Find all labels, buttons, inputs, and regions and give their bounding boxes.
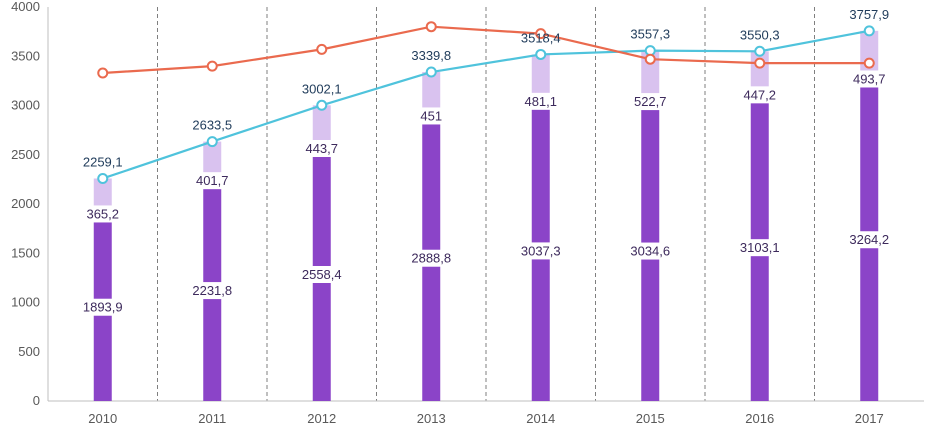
bar-label-base: 3103,1: [740, 240, 780, 255]
bar-label-base: 2558,4: [302, 267, 342, 282]
line-label-total: 3557,3: [630, 27, 670, 42]
bar-label-base: 1893,9: [83, 300, 123, 315]
bar-segment-top: [312, 105, 331, 149]
line-point: [535, 28, 547, 40]
bar-label-base: 3034,6: [630, 244, 670, 259]
bar-label-bg: [845, 231, 894, 249]
line-point: [863, 57, 875, 69]
bar-label-bg: [407, 249, 456, 267]
bar-label-base: 3264,2: [849, 232, 889, 247]
y-tick-label: 500: [18, 344, 40, 359]
y-tick-label: 2500: [11, 147, 40, 162]
bar-label-bg: [297, 265, 346, 283]
line-point: [644, 53, 656, 65]
line-point: [425, 21, 437, 33]
y-tick-label: 4000: [11, 0, 40, 14]
x-tick-label: 2010: [88, 411, 117, 426]
bar-label-bg: [520, 92, 561, 110]
bar-label-top: 451: [420, 108, 442, 123]
line-point: [206, 60, 218, 72]
x-tick-label: 2017: [855, 411, 884, 426]
bar-label-bg: [626, 242, 675, 260]
y-tick-label: 1000: [11, 295, 40, 310]
bar-label-bg: [192, 172, 233, 190]
bar-label-bg: [849, 70, 890, 88]
bar-label-top: 401,7: [196, 173, 229, 188]
line-label-total: 2259,1: [83, 154, 123, 169]
bar-label-top: 522,7: [634, 94, 667, 109]
lines: [97, 21, 875, 184]
line-point: [754, 57, 766, 69]
bar-label-top: 443,7: [305, 141, 338, 156]
x-tick-label: 2015: [636, 411, 665, 426]
y-tick-label: 2000: [11, 196, 40, 211]
bar-label-top: 493,7: [853, 71, 886, 86]
bar-label-bg: [82, 205, 123, 223]
category-separators: [157, 7, 815, 401]
axes: [47, 7, 924, 402]
bar-label-bg: [739, 86, 780, 104]
bar-label-top: 447,2: [743, 87, 776, 102]
y-tick-label: 3000: [11, 98, 40, 113]
line-point: [316, 99, 328, 111]
line-label-total: 3757,9: [849, 7, 889, 22]
x-tick-label: 2012: [307, 411, 336, 426]
bar-label-base: 2231,8: [192, 283, 232, 298]
line-labels: 2259,1 2633,5 3002,1 3339,8 3518,4 3557,3 3550…: [83, 7, 889, 170]
bar-label-base: 3037,3: [521, 243, 561, 258]
line-label-total: 3339,8: [411, 48, 451, 63]
bar-segment-top: [203, 141, 222, 182]
bar-segment-top: [860, 30, 879, 80]
y-tick-label: 3500: [11, 48, 40, 63]
bar-segment-top: [641, 50, 660, 103]
bar-segment-top: [422, 72, 441, 117]
line-point: [754, 45, 766, 57]
x-tick-label: 2016: [745, 411, 774, 426]
bar-label-bg: [188, 282, 237, 300]
bar-label-bg: [411, 107, 452, 125]
bar-label-bg: [735, 239, 784, 257]
line-series-red-series: [102, 25, 870, 75]
bar-label-bg: [78, 298, 127, 316]
line-label-total: 3002,1: [302, 81, 342, 96]
line-label-total: 3550,3: [740, 27, 780, 42]
bar-label-top: 365,2: [86, 206, 119, 221]
y-axis-ticks: 0 500 1000 1500 2000 2500 3000 3500 4000: [11, 0, 40, 408]
bar-labels: 1893,9 365,2 2231,8 401,7 2558,4 443,7 2888,8 4…: [78, 70, 894, 316]
y-tick-label: 0: [33, 393, 40, 408]
line-label-total: 3518,4: [521, 30, 561, 45]
x-axis-ticks: 2010 2011 2012 2013 2014 2015 2016 2017: [88, 411, 883, 426]
x-tick-label: 2014: [526, 411, 555, 426]
x-tick-label: 2013: [417, 411, 446, 426]
bar-label-base: 2888,8: [411, 251, 451, 266]
line-point: [425, 66, 437, 78]
bar-label-bg: [630, 93, 671, 111]
line-point: [97, 172, 109, 184]
line-series-total: [102, 29, 870, 180]
bar-label-bg: [516, 242, 565, 260]
x-tick-label: 2011: [198, 411, 226, 426]
bar-label-top: 481,1: [524, 94, 557, 109]
line-label-total: 2633,5: [192, 118, 232, 133]
line-point: [535, 48, 547, 60]
line-point: [97, 67, 109, 79]
line-point: [863, 25, 875, 37]
bar-segment-top: [531, 54, 550, 102]
line-point: [206, 136, 218, 148]
y-tick-label: 1500: [11, 245, 40, 260]
line-point: [316, 43, 328, 55]
bar-label-bg: [301, 139, 342, 157]
